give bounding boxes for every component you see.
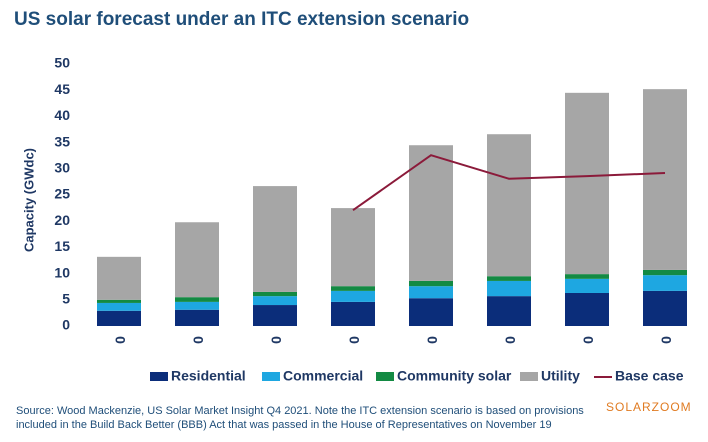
bar-segment (487, 134, 531, 277)
y-tick-label: 25 (54, 186, 70, 202)
bar-segment (331, 286, 375, 291)
y-tick-label: 40 (54, 107, 70, 123)
bar-segment (331, 301, 375, 326)
x-tick-label: 0 (346, 336, 362, 344)
legend-label: Community solar (397, 368, 512, 384)
x-tick-label: 0 (112, 336, 128, 344)
y-tick-label: 30 (54, 160, 70, 176)
line-series (352, 154, 666, 212)
bar-segment (331, 290, 375, 302)
y-tick-label: 5 (62, 291, 70, 307)
bar-segment (175, 222, 219, 298)
x-tick-label: 0 (580, 336, 596, 344)
y-axis-label: Capacity (GWdc) (21, 148, 36, 252)
y-tick-label: 10 (54, 264, 70, 280)
legend-swatch (150, 372, 168, 381)
y-tick-label: 50 (54, 55, 70, 71)
bar-segment (97, 310, 141, 326)
x-tick-label: 0 (424, 336, 440, 344)
bar-segment (253, 296, 297, 306)
x-tick-label: 0 (658, 336, 674, 344)
bar-segment (409, 286, 453, 299)
x-tick-label: 0 (502, 336, 518, 344)
bar-segment (97, 302, 141, 311)
bar-segment (487, 276, 531, 281)
x-tick-label: 0 (268, 336, 284, 344)
bar-segment (253, 291, 297, 297)
bar-segment (175, 309, 219, 326)
bar-segment (409, 298, 453, 326)
bar-segment (331, 208, 375, 287)
source-note: Source: Wood Mackenzie, US Solar Market … (16, 405, 584, 431)
bar-segment (253, 186, 297, 292)
bar-segment (253, 305, 297, 326)
y-tick-label: 15 (54, 238, 70, 254)
bar-segment (175, 301, 219, 310)
bar-segment (565, 278, 609, 293)
bar-segment (565, 292, 609, 326)
legend-swatch (520, 372, 538, 381)
bar-segment (97, 256, 141, 300)
legend-label: Commercial (283, 368, 363, 384)
x-tick-label: 0 (190, 336, 206, 344)
bar-segment (643, 269, 687, 276)
legend-swatch (376, 372, 394, 381)
bar-segment (565, 92, 609, 275)
y-tick-label: 20 (54, 212, 70, 228)
chart-title: US solar forecast under an ITC extension… (14, 9, 469, 30)
y-tick-label: 35 (54, 133, 70, 149)
legend-label: Utility (541, 368, 580, 384)
bar-segment (175, 297, 219, 302)
legend-swatch (262, 372, 280, 381)
bar-segment (409, 280, 453, 287)
y-tick-label: 45 (54, 81, 70, 97)
legend-label: Residential (171, 368, 246, 384)
bar-segment (97, 299, 141, 303)
bar-segment (643, 89, 687, 270)
watermark: SOLARZOOM (606, 400, 692, 414)
bar-segment (409, 145, 453, 281)
bar-segment (487, 280, 531, 297)
bar-segment (565, 274, 609, 279)
legend-label: Base case (615, 368, 684, 384)
y-tick-label: 0 (62, 317, 70, 333)
bar-segment (487, 296, 531, 326)
bar-segment (643, 275, 687, 291)
bar-segment (643, 290, 687, 326)
